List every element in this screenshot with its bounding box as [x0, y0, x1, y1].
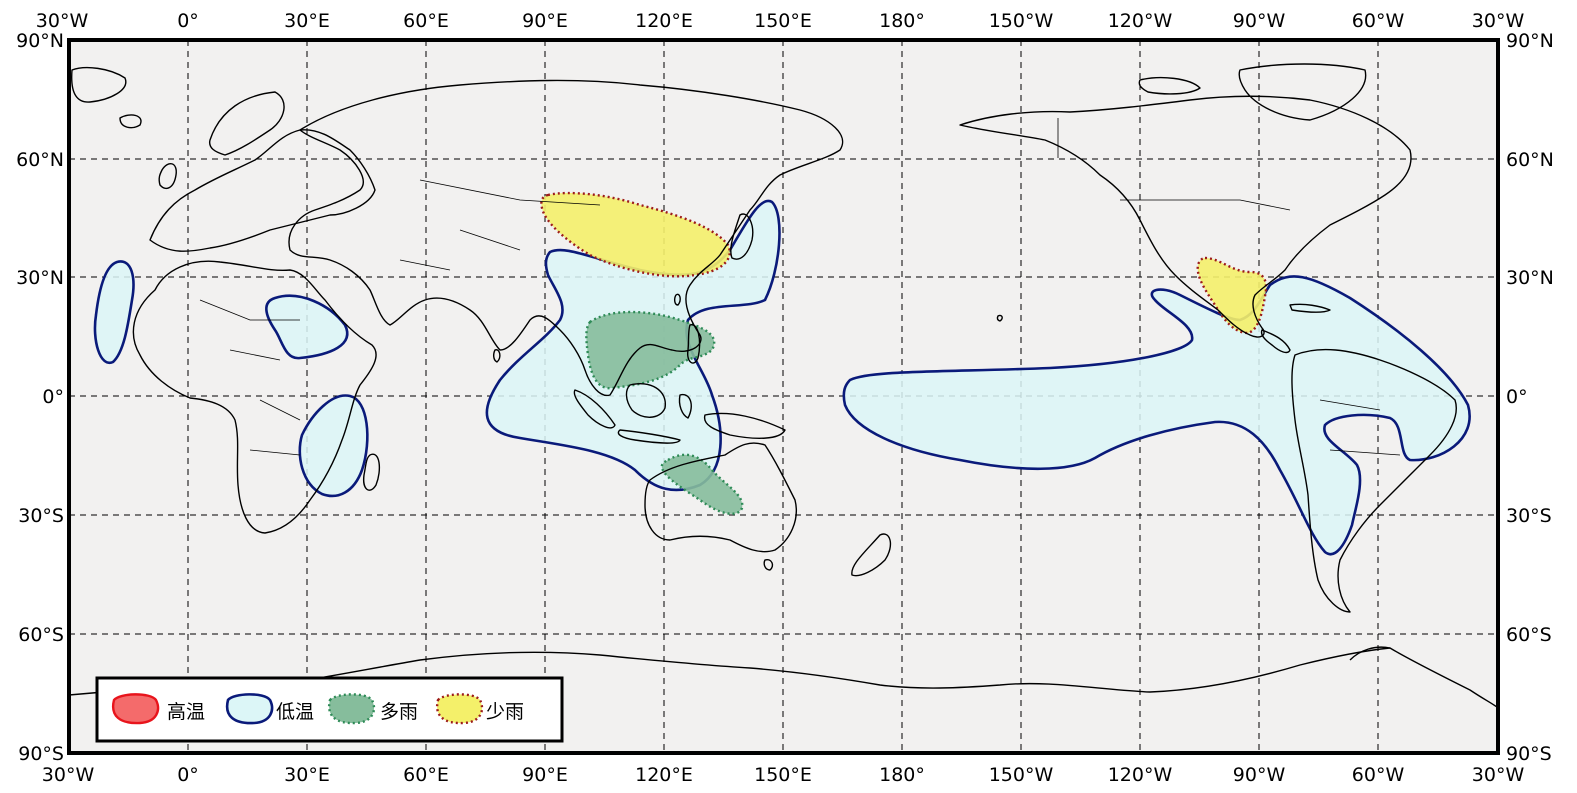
lat-label-left: 30°S — [18, 505, 64, 527]
lat-label-right: 90°S — [1506, 743, 1552, 765]
coast-taiwan — [673, 293, 681, 306]
legend-swatch-hot — [111, 693, 160, 725]
coast-philippines — [686, 324, 701, 364]
wet-region-nw-australia — [660, 453, 744, 516]
legend: 高温 低温 多雨 少雨 — [95, 676, 564, 743]
legend-swatch-wet — [327, 693, 376, 725]
coast-asia — [288, 79, 844, 397]
legend-swatch-cold — [225, 693, 274, 725]
coast-south-america — [1291, 348, 1457, 613]
lat-label-left: 0° — [42, 386, 64, 408]
legend-swatch-dry — [435, 693, 484, 725]
lon-label-top: 30°E — [284, 10, 330, 32]
lon-label-bottom: 30°W — [42, 764, 95, 786]
bottom-longitude-labels: 30°W 0° 30°E 60°E 90°E 120°E 150°E 180° … — [42, 764, 1525, 786]
right-latitude-labels: 90°N 60°N 30°N 0° 30°S 60°S 90°S — [1506, 30, 1554, 765]
coast-new-guinea — [703, 412, 786, 439]
lon-label-top: 150°W — [989, 10, 1054, 32]
lon-label-bottom: 0° — [177, 764, 199, 786]
coast-central-america — [1260, 329, 1291, 354]
lon-label-top: 60°W — [1352, 10, 1405, 32]
coast-hawaii — [996, 314, 1003, 322]
lon-label-top: 90°E — [522, 10, 568, 32]
lon-label-bottom: 90°E — [522, 764, 568, 786]
lon-label-bottom: 90°W — [1233, 764, 1286, 786]
lon-label-top: 120°W — [1108, 10, 1173, 32]
coast-scandinavia — [208, 91, 285, 156]
lon-label-top: 30°W — [36, 10, 89, 32]
border-us-canada — [1120, 199, 1291, 211]
lat-label-right: 30°N — [1506, 267, 1554, 289]
lon-label-bottom: 30°W — [1472, 764, 1525, 786]
coast-antarctica — [68, 647, 1499, 709]
coast-caribbean — [1289, 303, 1331, 313]
lat-label-left: 60°S — [18, 624, 64, 646]
coast-greenland-na — [1238, 63, 1367, 121]
coast-borneo — [625, 383, 666, 418]
lon-label-top: 180° — [879, 10, 925, 32]
lon-label-bottom: 150°E — [754, 764, 812, 786]
coast-madagascar — [362, 453, 381, 491]
coast-australia — [644, 442, 797, 553]
map-frame — [67, 38, 1500, 755]
coastlines — [68, 63, 1499, 709]
lon-label-top: 60°E — [403, 10, 449, 32]
country-borders — [199, 118, 1401, 456]
lon-label-top: 150°E — [754, 10, 812, 32]
coast-sri-lanka — [492, 349, 501, 363]
lat-label-left: 90°N — [16, 30, 64, 52]
lon-label-top: 0° — [177, 10, 199, 32]
lon-label-bottom: 120°E — [635, 764, 693, 786]
border-asia-1 — [399, 179, 601, 271]
coast-sulawesi — [678, 393, 692, 419]
lat-label-right: 90°N — [1506, 30, 1554, 52]
coast-tasmania — [763, 558, 774, 571]
lat-label-right: 60°S — [1506, 624, 1552, 646]
coast-north-america — [959, 95, 1412, 338]
lat-label-left: 90°S — [18, 743, 64, 765]
coast-arctic-islands — [1138, 76, 1201, 95]
cold-region-west-africa — [93, 260, 135, 365]
legend-label-dry: 少雨 — [486, 701, 524, 723]
lon-label-bottom: 150°W — [989, 764, 1054, 786]
lat-label-right: 60°N — [1506, 149, 1554, 171]
coast-new-zealand — [851, 533, 892, 577]
lon-label-bottom: 60°W — [1352, 764, 1405, 786]
lon-label-top: 120°E — [635, 10, 693, 32]
lon-label-bottom: 30°E — [284, 764, 330, 786]
lon-label-bottom: 180° — [879, 764, 925, 786]
cold-region-east-africa — [298, 394, 369, 498]
cold-region-pacific-americas — [842, 275, 1471, 556]
coast-sumatra — [573, 389, 616, 429]
coast-java — [617, 429, 681, 444]
border-south-america-1 — [1319, 399, 1401, 456]
lon-label-bottom: 120°W — [1108, 764, 1173, 786]
legend-label-hot: 高温 — [167, 701, 205, 723]
lat-label-left: 30°N — [16, 267, 64, 289]
lat-label-left: 60°N — [16, 149, 64, 171]
lon-label-bottom: 60°E — [403, 764, 449, 786]
coast-japan — [730, 213, 754, 260]
left-latitude-labels: 90°N 60°N 30°N 0° 30°S 60°S 90°S — [16, 30, 64, 765]
dry-region-mongolia-korea — [540, 191, 731, 278]
lon-label-top: 30°W — [1472, 10, 1525, 32]
coast-iceland — [119, 114, 142, 129]
coast-africa — [132, 260, 377, 534]
legend-label-cold: 低温 — [276, 701, 314, 723]
coast-antarctic-peninsula — [1349, 646, 1391, 661]
dry-region-mexico — [1196, 256, 1268, 335]
coast-greenland — [71, 66, 127, 103]
border-africa-1 — [199, 299, 301, 456]
wet-region-indochina-philippines — [585, 310, 716, 390]
lat-label-right: 30°S — [1506, 505, 1552, 527]
coast-europe — [149, 129, 376, 252]
top-longitude-labels: 30°W 0° 30°E 60°E 90°E 120°E 150°E 180° … — [36, 10, 1525, 32]
legend-label-wet: 多雨 — [380, 701, 418, 723]
lon-label-top: 90°W — [1233, 10, 1286, 32]
lat-label-right: 0° — [1506, 386, 1528, 408]
coast-uk — [158, 163, 177, 190]
